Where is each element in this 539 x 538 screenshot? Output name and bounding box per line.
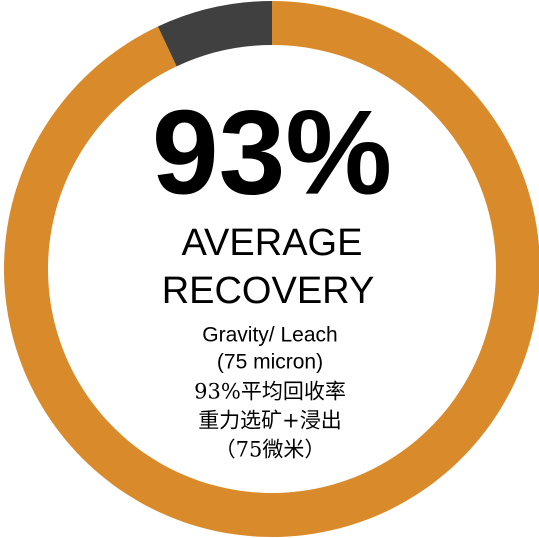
- annotation: 重力选矿+浸出: [198, 409, 342, 433]
- annotation: Gravity/ Leach: [202, 324, 337, 347]
- annotation: （75微米）: [215, 438, 326, 462]
- annotation: 93%平均回收率: [194, 380, 346, 404]
- annotation: (75 micron): [217, 351, 323, 374]
- donut-segment: [157, 1, 272, 67]
- annotation: AVERAGE: [182, 222, 363, 264]
- donut: [4, 1, 539, 537]
- annotation: RECOVERY: [162, 270, 375, 312]
- center-value: 93%: [152, 86, 392, 220]
